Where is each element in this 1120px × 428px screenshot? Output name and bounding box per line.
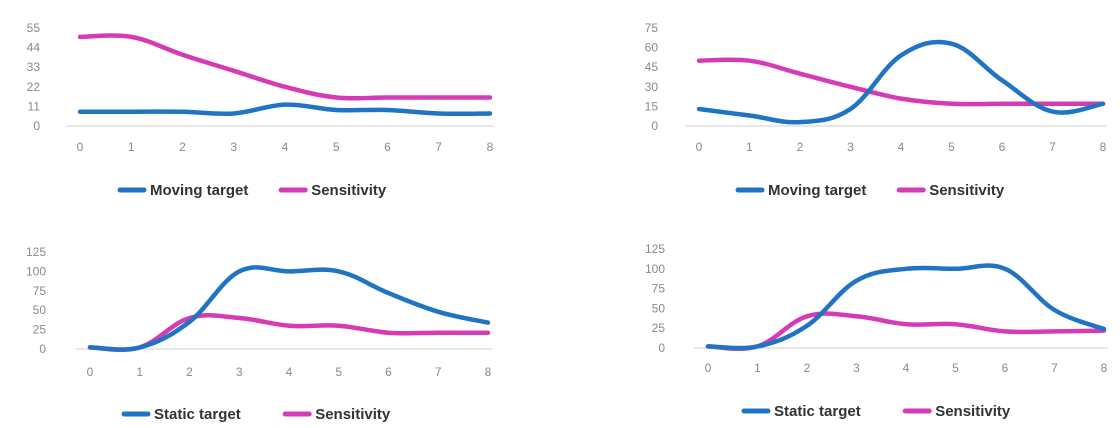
x-tick-label: 8 [487,140,494,154]
legend-label: Sensitivity [929,182,1005,199]
x-tick-label: 6 [384,140,391,154]
x-tick-label: 5 [333,140,340,154]
legend-label: Static target [774,403,861,420]
x-tick-label: 4 [903,361,910,375]
x-tick-label: 2 [179,140,186,154]
legend-item: Static target [741,403,861,420]
x-tick-label: 2 [186,365,193,379]
y-tick-label: 55 [27,21,41,35]
legend-label: Moving target [768,182,866,199]
legend-item: Moving target [735,182,866,199]
x-tick-label: 3 [847,140,854,154]
y-tick-label: 0 [651,119,658,133]
x-tick-label: 7 [1049,140,1056,154]
y-tick-label: 60 [645,41,659,55]
x-tick-label: 3 [230,140,237,154]
y-tick-label: 125 [26,245,46,259]
x-tick-label: 4 [282,140,289,154]
series-line-sensitivity [77,33,493,101]
y-tick-label: 15 [645,99,659,113]
y-tick-label: 0 [39,342,46,356]
x-tick-label: 4 [286,365,293,379]
x-tick-label: 5 [952,361,959,375]
series-line-sensitivity [87,313,491,353]
x-tick-label: 4 [898,140,905,154]
y-tick-label: 0 [33,119,40,133]
series-line-target [87,265,491,352]
series-line-sensitivity [696,57,1106,107]
x-tick-label: 7 [1051,361,1058,375]
x-tick-label: 2 [797,140,804,154]
legend-label: Sensitivity [311,182,387,199]
y-tick-label: 22 [27,80,41,94]
legend-item: Sensitivity [896,182,1005,199]
y-tick-label: 25 [652,321,666,335]
y-tick-label: 44 [27,41,41,55]
legend-item: Sensitivity [902,403,1011,420]
y-tick-label: 50 [652,301,666,315]
legend-label: Static target [154,406,241,423]
x-tick-label: 0 [696,140,703,154]
x-tick-label: 7 [435,365,442,379]
legend-label: Moving target [150,182,248,199]
legend-item: Moving target [117,182,248,199]
y-tick-label: 11 [28,99,41,113]
x-tick-label: 3 [236,365,243,379]
x-tick-label: 5 [948,140,955,154]
x-tick-label: 6 [385,365,392,379]
x-tick-label: 0 [705,361,712,375]
y-tick-label: 30 [645,80,659,94]
x-tick-label: 7 [435,140,442,154]
x-tick-label: 1 [746,140,753,154]
x-tick-label: 6 [1002,361,1009,375]
legend-item: Sensitivity [282,406,391,423]
x-tick-label: 6 [999,140,1006,154]
series-line-target [77,102,493,117]
y-tick-label: 75 [652,282,666,296]
y-tick-label: 75 [33,284,47,298]
legend-item: Sensitivity [278,182,387,199]
x-tick-label: 1 [136,365,143,379]
x-tick-label: 0 [87,365,94,379]
x-tick-label: 0 [77,140,84,154]
series-line-sensitivity [705,311,1107,352]
legend-label: Sensitivity [935,403,1011,420]
series-line-target [705,263,1107,351]
x-tick-label: 2 [804,361,811,375]
chart-4: 0 25 50 75 100 125 0 1 2 3 4 5 6 7 8 Static target Sensi… [645,242,1108,420]
chart-1: 0 11 22 33 44 55 0 1 2 3 4 5 6 7 8 Moving target Sensiti… [27,21,494,199]
legend-item: Static target [121,406,241,423]
x-tick-label: 5 [335,365,342,379]
y-tick-label: 125 [645,242,665,256]
x-tick-label: 1 [128,140,135,154]
y-tick-label: 50 [33,303,47,317]
y-tick-label: 100 [26,264,46,278]
y-tick-label: 100 [645,262,665,276]
series-line-target [696,39,1106,125]
x-tick-label: 8 [1100,140,1107,154]
chart-3: 0 25 50 75 100 125 0 1 2 3 4 5 6 7 8 Static target Sensi… [26,245,492,423]
x-tick-label: 3 [853,361,860,375]
y-tick-label: 45 [645,60,659,74]
y-tick-label: 0 [658,341,665,355]
x-tick-label: 8 [1101,361,1108,375]
y-tick-label: 75 [645,21,659,35]
legend-label: Sensitivity [315,406,391,423]
x-tick-label: 8 [485,365,492,379]
y-tick-label: 25 [33,323,47,337]
x-tick-label: 1 [754,361,761,375]
y-tick-label: 33 [27,60,41,74]
